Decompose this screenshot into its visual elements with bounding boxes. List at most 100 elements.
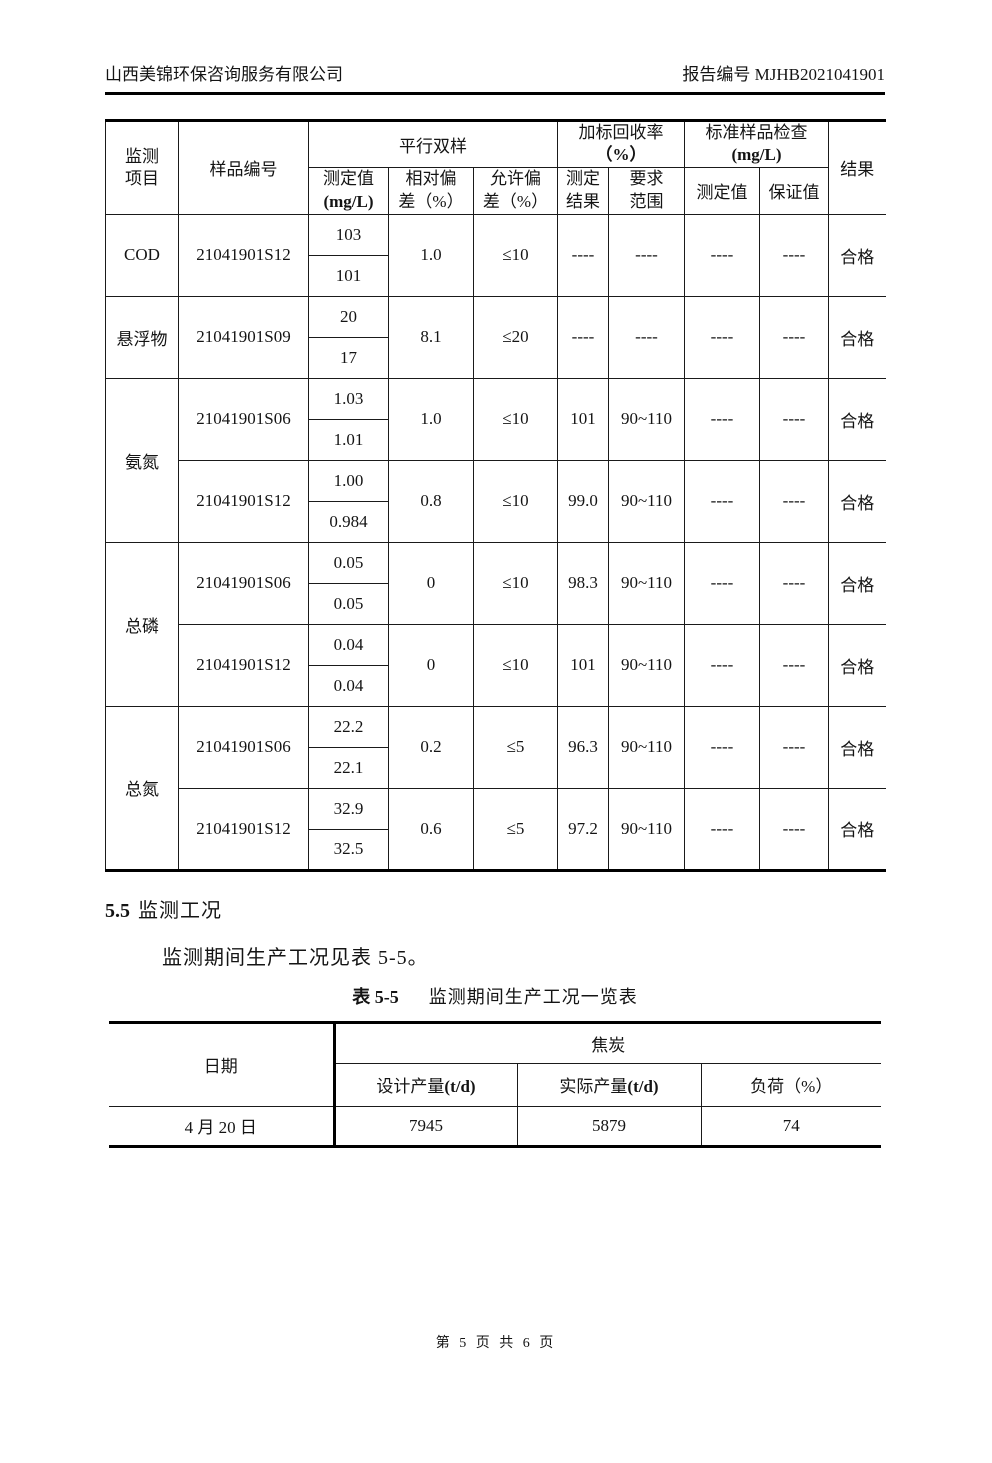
company-name: 山西美锦环保咨询服务有限公司 <box>105 65 343 84</box>
table-row: 21041901S12 32.9 0.6 ≤5 97.2 90~110 ----… <box>106 787 886 871</box>
table-row: 总氮 21041901S06 22.2 0.2 ≤5 96.3 90~110 -… <box>105 705 886 871</box>
cell-item: 总氮 <box>105 705 179 871</box>
cell-measured-2: 101 <box>308 254 389 297</box>
header-line: 差（%） <box>482 191 549 211</box>
header-line: 相对偏 <box>405 169 457 189</box>
table-row: 总磷 21041901S06 0.05 0 ≤10 98.3 90~110 --… <box>105 541 886 707</box>
report-number: 报告编号 MJHB2021041901 <box>682 65 885 84</box>
cell-allow-dev: ≤10 <box>473 377 558 461</box>
header-line: 加标回收率 <box>578 123 664 142</box>
cell-design-output: 7945 <box>333 1105 518 1147</box>
header-line: 测定值 <box>323 169 374 189</box>
cell-sample-no: 21041901S12 <box>178 213 309 297</box>
cell-rel-dev: 1.0 <box>388 213 474 297</box>
header-line: (mg/L) <box>731 145 782 165</box>
ops-header-row-2: 设计产量(t/d) 实际产量(t/d) 负荷（%） <box>109 1062 882 1107</box>
cell-measured-2: 0.05 <box>308 582 389 625</box>
cell-spike-result: 101 <box>557 623 609 707</box>
cell-result: 合格 <box>828 295 886 379</box>
cell-measured-2: 17 <box>308 336 389 379</box>
header-line: 测定 <box>566 169 600 189</box>
header-line: 要求 <box>629 169 664 189</box>
col-header-date: 日期 <box>109 1021 336 1107</box>
cell-spike-range: 90~110 <box>608 623 685 707</box>
cell-allow-dev: ≤10 <box>473 541 558 625</box>
cell-allow-dev: ≤10 <box>473 213 558 297</box>
cell-result: 合格 <box>828 213 886 297</box>
header-line: (mg/L) <box>323 191 374 211</box>
cell-load: 74 <box>700 1105 882 1147</box>
col-header-relative-deviation: 相对偏 差（%） <box>388 166 474 215</box>
cell-sample-no: 21041901S12 <box>178 787 309 871</box>
section-heading: 5.5 监测工况 <box>105 894 887 923</box>
cell-measured-2: 1.01 <box>308 418 389 461</box>
cell-std-certified: ---- <box>759 705 829 789</box>
cell-std-measured: ---- <box>684 541 760 625</box>
section-number: 5.5 <box>105 899 130 922</box>
header-line: （%） <box>595 145 647 165</box>
cell-spike-range: 90~110 <box>608 787 685 871</box>
header-line: 允许偏 <box>490 169 541 189</box>
col-header-measured-value: 测定值 (mg/L) <box>308 166 389 215</box>
table-row: 32.5 <box>106 828 886 871</box>
table-row: 21041901S12 1.00 0.8 ≤10 99.0 90~110 ---… <box>106 459 886 543</box>
table-row: 氨氮 21041901S06 1.03 1.0 ≤10 101 90~110 -… <box>105 377 886 543</box>
cell-std-certified: ---- <box>759 541 829 625</box>
header-line: 项目 <box>125 168 159 188</box>
table-row: 0.984 <box>106 500 886 543</box>
cell-allow-dev: ≤5 <box>473 705 558 789</box>
cell-allow-dev: ≤5 <box>473 787 558 871</box>
cell-std-measured: ---- <box>684 213 760 297</box>
qa-table: 监测 项目 样品编号 平行双样 加标回收率 （%） 标准样品检查 (mg/L) … <box>105 119 886 872</box>
cell-spike-range: ---- <box>608 213 685 297</box>
col-header-std-measured: 测定值 <box>684 166 760 215</box>
ops-table: 日期 焦炭 设计产量(t/d) 实际产量(t/d) 负荷（%） 4 月 20 日… <box>109 1020 882 1148</box>
cell-measured-1: 0.05 <box>308 541 389 584</box>
cell-spike-range: 90~110 <box>608 377 685 461</box>
cell-rel-dev: 0 <box>388 541 474 625</box>
cell-result: 合格 <box>828 459 886 543</box>
cell-sample-no: 21041901S12 <box>178 459 309 543</box>
cell-rel-dev: 0 <box>388 623 474 707</box>
cell-std-certified: ---- <box>759 213 829 297</box>
col-header-design-output: 设计产量(t/d) <box>334 1062 518 1107</box>
cell-measured-1: 1.03 <box>308 377 389 420</box>
col-header-spike-range: 要求 范围 <box>608 166 685 215</box>
cell-spike-result: ---- <box>557 213 609 297</box>
header-line: 实际产量 <box>559 1077 628 1097</box>
col-header-spike-recovery: 加标回收率 （%） <box>557 120 685 168</box>
table-row: 0.04 <box>106 664 886 707</box>
cell-spike-range: 90~110 <box>608 541 685 625</box>
col-header-actual-output: 实际产量(t/d) <box>516 1062 702 1107</box>
cell-sample-no: 21041901S09 <box>178 295 309 379</box>
cell-std-certified: ---- <box>759 377 829 461</box>
col-header-allowed-deviation: 允许偏 差（%） <box>473 166 558 215</box>
cell-spike-range: 90~110 <box>608 459 685 543</box>
cell-measured-1: 22.2 <box>308 705 389 748</box>
cell-spike-result: 97.2 <box>557 787 609 871</box>
cell-item: 氨氮 <box>105 377 179 543</box>
section-paragraph: 监测期间生产工况见表 5-5。 <box>162 946 429 969</box>
cell-result: 合格 <box>828 541 886 625</box>
cell-sample-no: 21041901S06 <box>178 705 309 789</box>
header-unit: (t/d) <box>444 1077 476 1097</box>
header-line: 差（%） <box>398 191 464 211</box>
cell-std-certified: ---- <box>759 459 829 543</box>
cell-item: COD <box>105 213 179 297</box>
cell-result: 合格 <box>828 787 886 871</box>
cell-std-measured: ---- <box>684 623 760 707</box>
ops-data-row: 4 月 20 日 7945 5879 74 <box>109 1105 882 1147</box>
cell-std-certified: ---- <box>759 623 829 707</box>
cell-spike-result: 98.3 <box>557 541 609 625</box>
cell-rel-dev: 8.1 <box>388 295 474 379</box>
col-header-load: 负荷（%） <box>700 1062 882 1107</box>
cell-measured-1: 20 <box>308 295 389 338</box>
cell-measured-1: 1.00 <box>308 459 389 502</box>
col-header-product: 焦炭 <box>333 1021 882 1064</box>
cell-spike-result: 96.3 <box>557 705 609 789</box>
cell-measured-1: 103 <box>308 213 389 256</box>
section-title: 监测工况 <box>138 899 222 922</box>
cell-allow-dev: ≤10 <box>473 459 558 543</box>
table-row: 21041901S12 0.04 0 ≤10 101 90~110 ---- -… <box>106 623 886 707</box>
report-page: 山西美锦环保咨询服务有限公司 报告编号 MJHB2021041901 监测 项目… <box>0 60 992 1148</box>
